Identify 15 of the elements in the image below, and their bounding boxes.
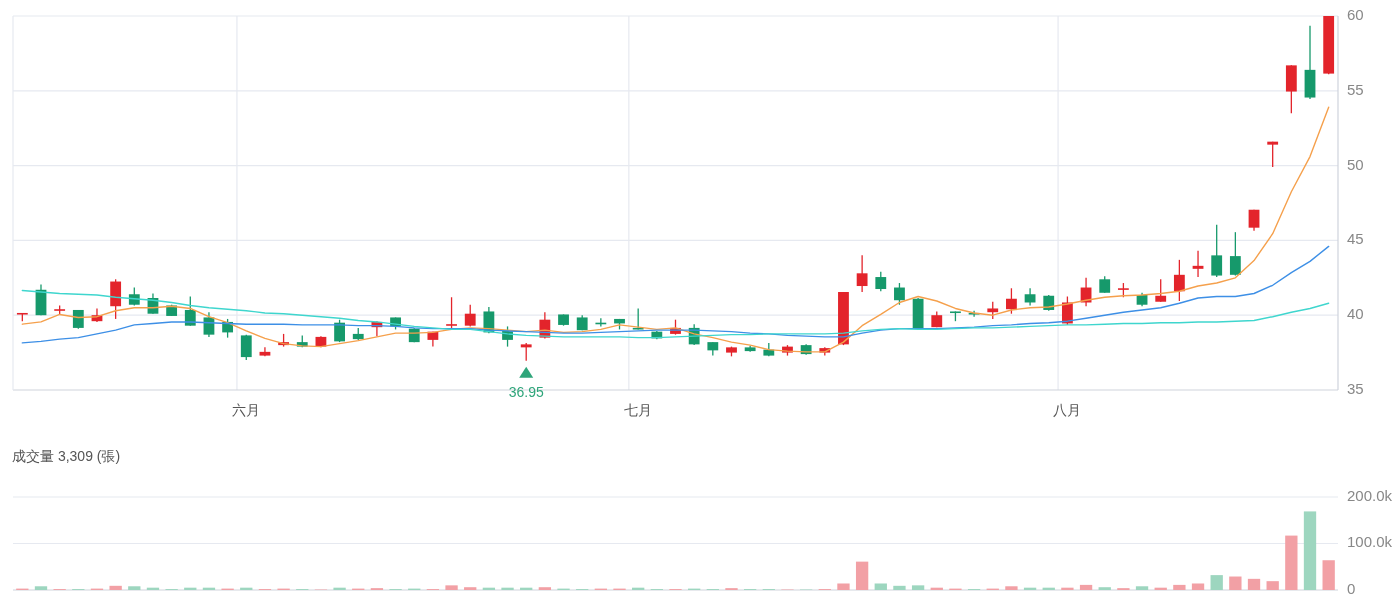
y-tick-label: 60 [1347, 5, 1364, 23]
x-tick-label: 六月 [232, 402, 261, 418]
chart-title: 成交量 3,309 (張) [12, 448, 121, 464]
annotation: 36.95 [508, 366, 544, 400]
x-tick-label: 八月 [1053, 402, 1082, 418]
y-tick-label: 200.0k [1347, 486, 1393, 504]
y-tick-label: 35 [1347, 379, 1364, 397]
y-tick-label: 0 [1347, 579, 1356, 597]
y-tick-label: 40 [1347, 305, 1364, 323]
annotation: 36.95 [508, 383, 544, 400]
y-tick-label: 55 [1347, 80, 1364, 98]
y-tick-label: 50 [1347, 155, 1364, 173]
y-tick-label: 100.0k [1347, 533, 1393, 551]
y-tick-label: 45 [1347, 230, 1364, 248]
x-tick-label: 七月 [624, 402, 653, 418]
